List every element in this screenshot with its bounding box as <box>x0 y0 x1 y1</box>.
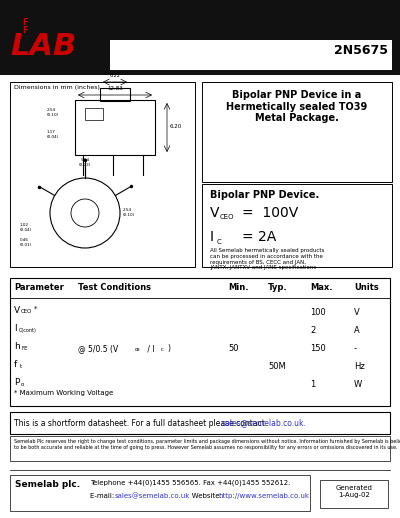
Text: 1.02
(0.04): 1.02 (0.04) <box>20 223 32 232</box>
Text: h: h <box>14 342 20 351</box>
Bar <box>0 461 400 518</box>
Text: / I: / I <box>145 344 155 353</box>
Text: ): ) <box>167 344 170 353</box>
Text: C: C <box>217 239 222 245</box>
Text: 2.54
(0.10): 2.54 (0.10) <box>123 208 135 217</box>
Text: CEO: CEO <box>220 214 234 220</box>
Text: -: - <box>354 344 357 353</box>
Text: Typ.: Typ. <box>268 283 288 292</box>
Text: W: W <box>354 380 362 389</box>
Text: *: * <box>34 306 37 312</box>
Bar <box>0 75 400 518</box>
Bar <box>320 480 388 508</box>
Text: Semelab plc.: Semelab plc. <box>15 480 80 489</box>
Text: Max.: Max. <box>310 283 332 292</box>
Text: Hz: Hz <box>354 362 365 371</box>
Text: I: I <box>210 230 214 244</box>
Text: 100: 100 <box>310 308 326 317</box>
Text: 2.54
(0.10): 2.54 (0.10) <box>47 108 59 117</box>
Bar <box>100 88 130 101</box>
Text: Website:: Website: <box>185 493 224 499</box>
Text: I: I <box>14 324 17 333</box>
Text: E-mail:: E-mail: <box>90 493 116 499</box>
Text: V: V <box>14 306 20 315</box>
Text: =  100V: = 100V <box>242 206 298 220</box>
Text: P: P <box>14 378 19 387</box>
Text: C(cont): C(cont) <box>19 328 37 333</box>
Text: 1: 1 <box>310 380 315 389</box>
Text: This is a shortform datasheet. For a full datasheet please contact: This is a shortform datasheet. For a ful… <box>14 419 267 427</box>
Text: @ 5/0.5 (V: @ 5/0.5 (V <box>78 344 118 353</box>
Text: Parameter: Parameter <box>14 283 64 292</box>
Text: Bipolar PNP Device.: Bipolar PNP Device. <box>210 190 319 200</box>
Text: V: V <box>210 206 220 220</box>
Text: Test Conditions: Test Conditions <box>78 283 151 292</box>
Text: 0.46
(0.01): 0.46 (0.01) <box>20 238 32 247</box>
Text: Semelab Plc reserves the right to change test conditions, parameter limits and p: Semelab Plc reserves the right to change… <box>14 439 400 450</box>
Bar <box>10 475 310 511</box>
Text: V: V <box>354 308 360 317</box>
Bar <box>110 40 392 70</box>
Bar <box>10 412 390 434</box>
Text: CEO: CEO <box>21 309 32 314</box>
Text: Min.: Min. <box>228 283 248 292</box>
Text: 50M: 50M <box>268 362 286 371</box>
Text: 50: 50 <box>228 344 238 353</box>
Text: * Maximum Working Voltage: * Maximum Working Voltage <box>14 390 113 396</box>
Text: t: t <box>20 364 22 369</box>
Text: 2: 2 <box>310 326 315 335</box>
Text: Telephone +44(0)1455 556565. Fax +44(0)1455 552612.: Telephone +44(0)1455 556565. Fax +44(0)1… <box>90 480 290 486</box>
Text: A: A <box>354 326 360 335</box>
Text: Bipolar PNP Device in a
Hermetically sealed TO39
Metal Package.: Bipolar PNP Device in a Hermetically sea… <box>226 90 368 123</box>
Text: FE: FE <box>21 346 28 351</box>
Bar <box>202 184 392 267</box>
Bar <box>75 100 155 155</box>
Bar <box>0 0 400 75</box>
Text: f: f <box>14 360 17 369</box>
Text: F
F: F F <box>22 18 28 35</box>
Text: 6.22: 6.22 <box>110 73 120 78</box>
Text: c: c <box>161 347 164 352</box>
Text: 5.84
(0.23): 5.84 (0.23) <box>79 158 91 167</box>
Text: ce: ce <box>135 347 141 352</box>
Bar <box>10 82 195 267</box>
Text: sales@semelab.co.uk: sales@semelab.co.uk <box>115 493 190 499</box>
Text: LAB: LAB <box>10 32 76 61</box>
Text: 1.17
(0.04): 1.17 (0.04) <box>47 130 59 139</box>
Text: 150: 150 <box>310 344 326 353</box>
Text: http://www.semelab.co.uk: http://www.semelab.co.uk <box>218 493 309 499</box>
Bar <box>10 436 390 461</box>
Text: o: o <box>21 382 24 387</box>
Bar <box>202 82 392 182</box>
Text: sales@semelab.co.uk.: sales@semelab.co.uk. <box>222 419 307 427</box>
Text: 12.83: 12.83 <box>107 86 123 91</box>
Bar <box>85 108 103 120</box>
Text: All Semelab hermetically sealed products
can be processed in accordance with the: All Semelab hermetically sealed products… <box>210 248 324 270</box>
Text: = 2A: = 2A <box>242 230 276 244</box>
Text: 2N5675: 2N5675 <box>334 44 388 57</box>
Text: 6.20: 6.20 <box>170 124 182 130</box>
Bar <box>10 278 390 406</box>
Text: Dimensions in mm (inches).: Dimensions in mm (inches). <box>14 85 102 90</box>
Text: Generated
1-Aug-02: Generated 1-Aug-02 <box>336 485 372 498</box>
Text: Units: Units <box>354 283 379 292</box>
